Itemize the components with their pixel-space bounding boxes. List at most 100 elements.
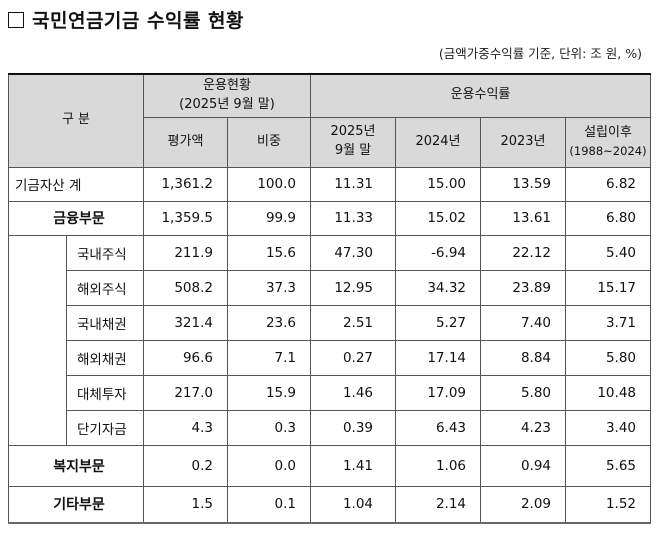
- row-label: 기금자산 계: [8, 166, 144, 202]
- table-row-welfare: 복지부문 0.2 0.0 1.41 1.06 0.94 5.65: [8, 444, 651, 487]
- cell-weight: 0.3: [227, 409, 311, 446]
- cell-return-2025: 2.51: [310, 304, 396, 341]
- cell-return-2024: 15.00: [395, 166, 481, 202]
- cell-valuation: 321.4: [143, 304, 228, 341]
- page-title: 국민연금기금 수익률 현황: [8, 6, 244, 33]
- row-label: 복지부문: [8, 444, 144, 487]
- header-returns-group: 운용수익률: [310, 73, 651, 118]
- cell-return-since: 10.48: [565, 374, 651, 411]
- table-row-sub: 국내채권 321.4 23.6 2.51 5.27 7.40 3.71: [9, 304, 651, 341]
- indent-spacer: [8, 235, 67, 445]
- cell-return-since: 5.40: [565, 234, 651, 271]
- table-row-sub: 해외주식 508.2 37.3 12.95 34.32 23.89 15.17: [9, 269, 651, 306]
- table-row-total: 기금자산 계 1,361.2 100.0 11.31 15.00 13.59 6…: [8, 166, 651, 202]
- cell-return-2023: 2.09: [480, 485, 566, 524]
- cell-return-2023: 8.84: [480, 339, 566, 376]
- cell-weight: 15.9: [227, 374, 311, 411]
- cell-weight: 100.0: [227, 166, 311, 202]
- cell-valuation: 211.9: [143, 234, 228, 271]
- cell-weight: 7.1: [227, 339, 311, 376]
- header-return-since-line1: 설립이후: [584, 125, 632, 141]
- cell-weight: 15.6: [227, 234, 311, 271]
- table-row-other: 기타부문 1.5 0.1 1.04 2.14 2.09 1.52: [8, 485, 651, 524]
- cell-valuation: 1.5: [143, 485, 228, 524]
- cell-return-2024: 2.14: [395, 485, 481, 524]
- cell-return-2023: 13.59: [480, 166, 566, 202]
- table-row-sub: 해외채권 96.6 7.1 0.27 17.14 8.84 5.80: [9, 339, 651, 376]
- cell-weight: 23.6: [227, 304, 311, 341]
- cell-return-2023: 7.40: [480, 304, 566, 341]
- header-return-since-line2: (1988~2024): [569, 144, 647, 159]
- cell-return-2023: 5.80: [480, 374, 566, 411]
- title-text: 국민연금기금 수익률 현황: [32, 10, 245, 32]
- row-label: 해외채권: [66, 339, 144, 376]
- table-row-financial: 금융부문 1,359.5 99.9 11.33 15.02 13.61 6.80: [8, 200, 651, 236]
- cell-return-2025: 47.30: [310, 234, 396, 271]
- cell-return-2024: 17.09: [395, 374, 481, 411]
- cell-return-2024: 1.06: [395, 444, 481, 487]
- header-valuation: 평가액: [143, 116, 228, 168]
- cell-valuation: 0.2: [143, 444, 228, 487]
- header-return-2024: 2024년: [395, 116, 481, 168]
- cell-valuation: 217.0: [143, 374, 228, 411]
- header-return-2025-line1: 2025년: [330, 124, 376, 140]
- cell-return-2025: 1.46: [310, 374, 396, 411]
- header-operations-sub: (2025년 9월 말): [179, 96, 275, 112]
- cell-valuation: 1,361.2: [143, 166, 228, 202]
- cell-weight: 37.3: [227, 269, 311, 306]
- cell-valuation: 96.6: [143, 339, 228, 376]
- cell-return-since: 3.40: [565, 409, 651, 446]
- cell-return-since: 6.82: [565, 166, 651, 202]
- row-label: 단기자금: [66, 409, 144, 446]
- header-return-2023: 2023년: [480, 116, 566, 168]
- cell-return-2023: 23.89: [480, 269, 566, 306]
- cell-return-2025: 1.04: [310, 485, 396, 524]
- cell-return-2025: 0.39: [310, 409, 396, 446]
- square-bullet-icon: [8, 12, 24, 28]
- cell-return-2025: 1.41: [310, 444, 396, 487]
- cell-valuation: 4.3: [143, 409, 228, 446]
- cell-return-2023: 0.94: [480, 444, 566, 487]
- header-row-2: 평가액 비중 2025년 9월 말 2024년 2023년 설립이후 (1988…: [9, 116, 651, 168]
- returns-table: 구 분 운용현황 (2025년 9월 말) 운용수익률 평가액 비중 2025년…: [8, 73, 651, 524]
- cell-valuation: 1,359.5: [143, 200, 228, 236]
- row-label: 국내채권: [66, 304, 144, 341]
- cell-return-2024: 6.43: [395, 409, 481, 446]
- cell-return-2024: 5.27: [395, 304, 481, 341]
- table-row-sub: 국내주식 211.9 15.6 47.30 -6.94 22.12 5.40: [8, 234, 651, 445]
- row-label: 대체투자: [66, 374, 144, 411]
- cell-return-since: 1.52: [565, 485, 651, 524]
- header-return-2025: 2025년 9월 말: [310, 116, 396, 168]
- header-row-1: 구 분 운용현황 (2025년 9월 말) 운용수익률: [8, 73, 651, 168]
- cell-return-2024: -6.94: [395, 234, 481, 271]
- table-row-sub: 대체투자 217.0 15.9 1.46 17.09 5.80 10.48: [9, 374, 651, 411]
- cell-return-2024: 15.02: [395, 200, 481, 236]
- header-operations-group: 운용현황 (2025년 9월 말): [143, 73, 311, 118]
- cell-return-since: 15.17: [565, 269, 651, 306]
- cell-valuation: 508.2: [143, 269, 228, 306]
- row-label: 금융부문: [8, 200, 144, 236]
- table-row-sub: 단기자금 4.3 0.3 0.39 6.43 4.23 3.40: [9, 409, 651, 446]
- cell-return-since: 6.80: [565, 200, 651, 236]
- row-label: 기타부문: [8, 485, 144, 524]
- cell-weight: 0.1: [227, 485, 311, 524]
- cell-weight: 0.0: [227, 444, 311, 487]
- cell-return-2023: 4.23: [480, 409, 566, 446]
- cell-weight: 99.9: [227, 200, 311, 236]
- cell-return-2025: 0.27: [310, 339, 396, 376]
- header-weight: 비중: [227, 116, 311, 168]
- cell-return-2024: 17.14: [395, 339, 481, 376]
- header-category: 구 분: [8, 73, 144, 168]
- header-return-since: 설립이후 (1988~2024): [565, 116, 651, 168]
- cell-return-since: 5.65: [565, 444, 651, 487]
- cell-return-since: 3.71: [565, 304, 651, 341]
- cell-return-2025: 12.95: [310, 269, 396, 306]
- cell-return-2024: 34.32: [395, 269, 481, 306]
- cell-return-2025: 11.31: [310, 166, 396, 202]
- unit-note: (금액가중수익률 기준, 단위: 조 원, %): [438, 46, 642, 61]
- row-label: 국내주식: [66, 234, 144, 271]
- header-operations-title: 운용현황: [203, 77, 251, 93]
- cell-return-2023: 13.61: [480, 200, 566, 236]
- cell-return-2025: 11.33: [310, 200, 396, 236]
- header-return-2025-line2: 9월 말: [334, 143, 372, 158]
